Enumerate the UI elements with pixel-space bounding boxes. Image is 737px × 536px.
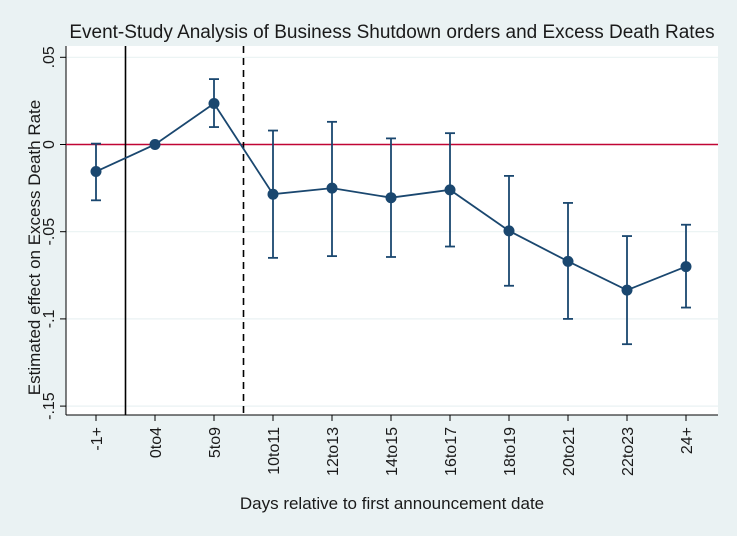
x-tick-label: 16to17 [443,427,460,476]
chart-title: Event-Study Analysis of Business Shutdow… [69,22,714,43]
x-tick-label: 5to9 [207,427,224,458]
y-tick-label: -.05 [41,218,58,246]
x-tick-label: 22to23 [620,427,637,476]
data-point [90,166,102,178]
y-tick-label: -.15 [41,392,58,420]
x-tick-label: 24+ [679,427,696,454]
y-tick-label: 0 [41,140,58,149]
x-tick-label: -1+ [89,427,106,451]
data-point [562,255,574,267]
x-tick-label: 0to4 [148,427,165,458]
data-point [503,225,515,237]
x-tick-label: 14to15 [384,427,401,476]
data-point [267,188,279,200]
plot-area [66,46,718,415]
x-tick-label: 12to13 [325,427,342,476]
data-point [680,261,692,273]
data-point [385,192,397,204]
y-tick-label: -.1 [41,309,58,328]
y-axis-label: Estimated effect on Excess Death Rate [25,100,44,395]
x-tick-label: 10to11 [266,427,283,475]
data-point [149,139,161,150]
y-tick-label: .05 [41,46,58,68]
data-point [621,284,633,296]
data-point [326,182,338,194]
x-tick-label: 18to19 [502,427,519,476]
data-point [208,98,220,110]
x-axis-label: Days relative to first announcement date [240,494,544,513]
x-tick-label: 20to21 [561,427,578,476]
data-point [444,184,456,196]
